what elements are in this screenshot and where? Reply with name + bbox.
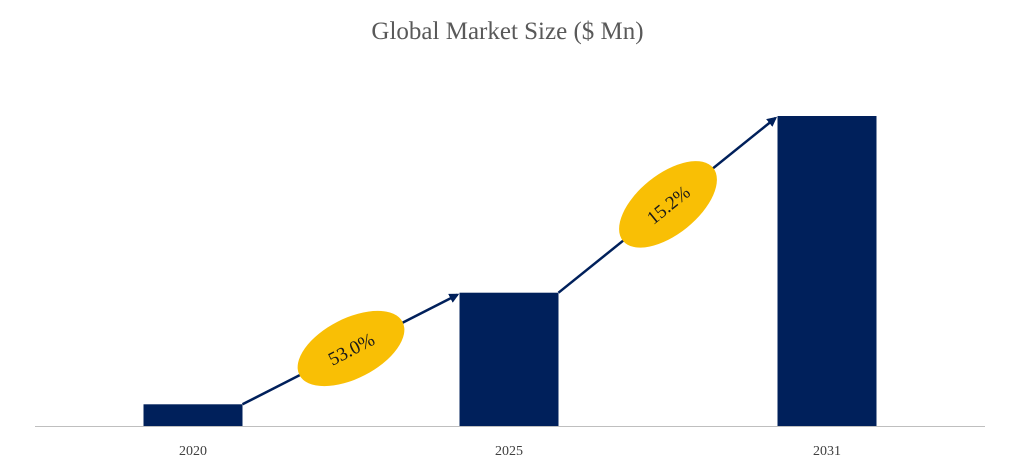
cagr-badge-1: 53.0% xyxy=(297,310,405,387)
cagr-badge-ellipse xyxy=(619,161,717,248)
x-tick-label-2020: 2020 xyxy=(179,444,207,459)
bar-2031 xyxy=(777,116,877,426)
x-tick-label-2025: 2025 xyxy=(495,444,523,459)
cagr-badge-2: 15.2% xyxy=(619,161,717,248)
chart-title: Global Market Size ($ Mn) xyxy=(371,18,644,45)
bar-2025 xyxy=(459,292,559,426)
bar-2020 xyxy=(143,404,243,426)
cagr-badge-ellipse xyxy=(297,310,405,387)
x-tick-label-2031: 2031 xyxy=(813,444,841,459)
